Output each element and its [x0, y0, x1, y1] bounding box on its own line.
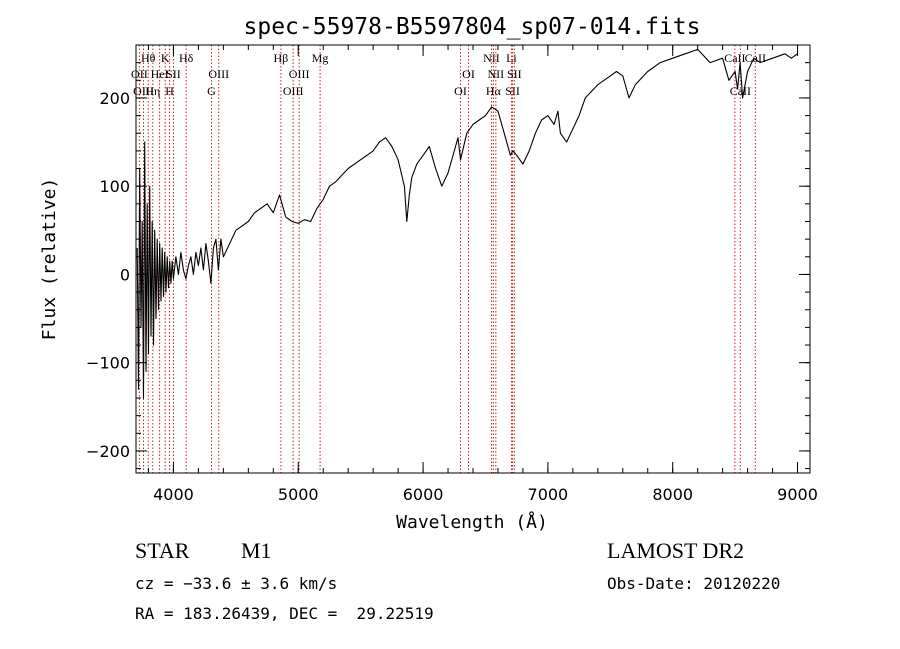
spectral-line-label: SII	[505, 84, 520, 98]
object-subclass: M1	[241, 538, 272, 563]
spectral-line-label: H	[165, 84, 174, 98]
spectral-line-label: Hα	[486, 84, 502, 98]
spectral-line-label: OI	[454, 84, 467, 98]
y-tick-label: −200	[86, 442, 130, 461]
spectral-line-label: SII	[507, 67, 522, 81]
y-tick-label: −100	[86, 354, 130, 373]
spectral-line-label: OIII	[283, 84, 304, 98]
spectral-line-label: G	[207, 84, 216, 98]
survey-label: LAMOST DR2	[607, 538, 745, 563]
coordinates: RA = 183.26439, DEC = 29.22519	[135, 604, 434, 623]
x-tick-label: 4000	[153, 485, 194, 504]
x-tick-label: 7000	[528, 485, 569, 504]
spectrum-line	[136, 48, 798, 399]
x-axis-label: Wavelength (Å)	[396, 511, 548, 533]
redshift-cz: cz = −33.6 ± 3.6 km/s	[135, 574, 338, 593]
spectral-line-label: OIII	[289, 67, 310, 81]
x-tick-label: 6000	[403, 485, 444, 504]
plot-frame	[135, 44, 811, 474]
spectral-line-label: SII	[166, 67, 181, 81]
spectral-line-label: NII	[488, 67, 505, 81]
spectral-line-label: OIII	[208, 67, 229, 81]
spectral-line-label: Li	[506, 51, 517, 65]
spectral-line-label: CaII	[730, 84, 751, 98]
x-tick-label: 8000	[652, 485, 693, 504]
spectral-line-label: Mg	[312, 51, 329, 65]
spectral-line-label: Hθ	[141, 51, 156, 65]
spectral-line-label: Hη	[145, 84, 160, 98]
spectral-line-label: Hβ	[274, 51, 289, 65]
spectral-line-label: K	[161, 51, 170, 65]
spectral-line-label: CaII	[745, 51, 766, 65]
object-class: STAR	[135, 538, 190, 563]
x-tick-label: 9000	[777, 485, 818, 504]
spectral-line-label: OI	[462, 67, 475, 81]
chart-title: spec-55978-B5597804_sp07-014.fits	[244, 14, 701, 40]
y-tick-label: 200	[99, 89, 130, 108]
spectral-line-label: NII	[483, 51, 500, 65]
y-axis-label: Flux (relative)	[39, 178, 60, 341]
spectral-line-label: HeI	[151, 67, 169, 81]
obs-date: Obs-Date: 20120220	[607, 574, 781, 593]
x-tick-label: 5000	[278, 485, 319, 504]
y-tick-label: 0	[120, 265, 130, 284]
spectral-line-label: CaII	[724, 51, 745, 65]
spectral-line-label: OIII	[133, 84, 154, 98]
y-tick-label: 100	[99, 177, 130, 196]
spectral-line-label: OII	[131, 67, 148, 81]
spectral-line-label: Hδ	[179, 51, 194, 65]
